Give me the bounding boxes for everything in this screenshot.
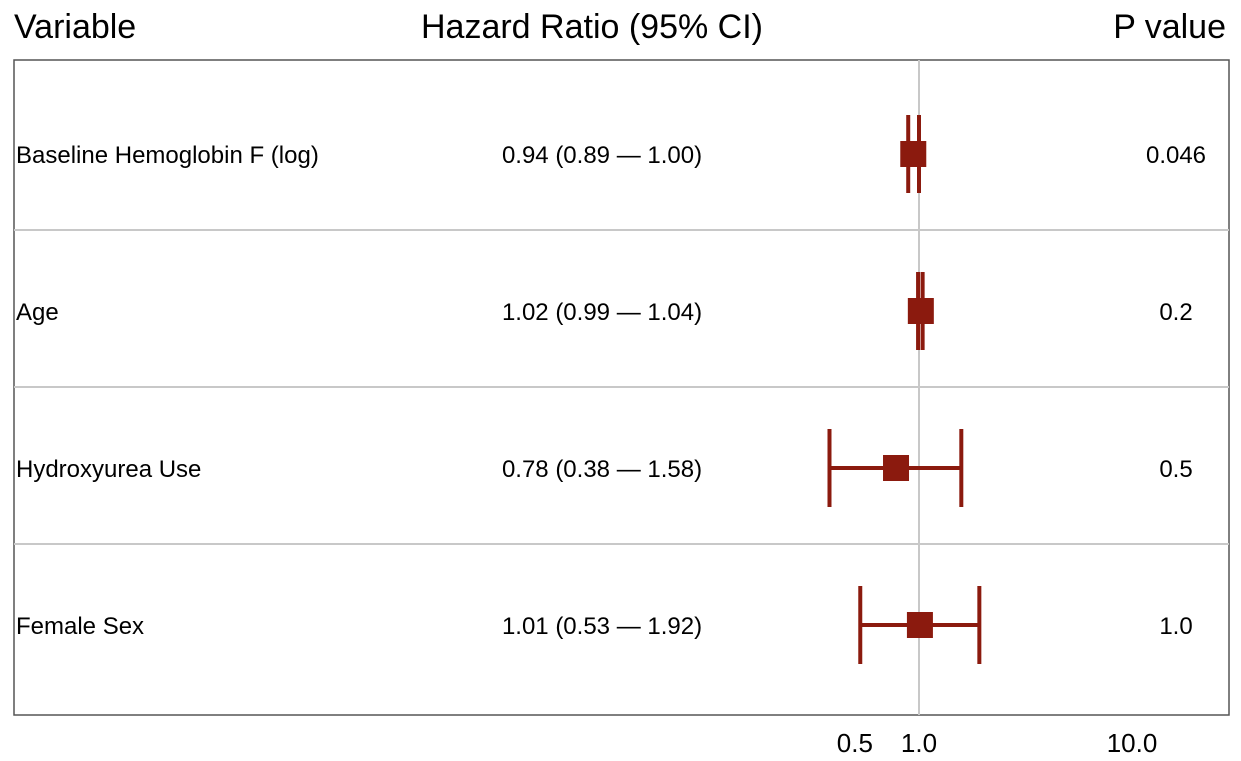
x-tick-label: 10.0	[1107, 728, 1158, 758]
x-axis: 0.5 1.0 10.0	[837, 728, 1158, 758]
hr-point-marker	[900, 141, 927, 167]
row-p-value: 0.5	[1159, 456, 1192, 483]
x-tick-label: 1.0	[901, 728, 937, 758]
header-variable: Variable	[14, 8, 136, 46]
forest-row: Hydroxyurea Use 0.78 (0.38 — 1.58) 0.5	[16, 429, 1193, 507]
forest-row: Female Sex 1.01 (0.53 — 1.92) 1.0	[16, 586, 1193, 664]
row-dividers	[14, 229, 1229, 545]
row-variable-label: Age	[16, 299, 59, 326]
row-variable-label: Hydroxyurea Use	[16, 456, 201, 483]
row-hr-text: 1.02 (0.99 — 1.04)	[502, 299, 702, 326]
rows-layer: Baseline Hemoglobin F (log) 0.94 (0.89 — …	[16, 115, 1206, 664]
row-variable-label: Baseline Hemoglobin F (log)	[16, 142, 319, 169]
row-p-value: 0.2	[1159, 299, 1192, 326]
forest-row: Baseline Hemoglobin F (log) 0.94 (0.89 — …	[16, 115, 1206, 193]
row-p-value: 1.0	[1159, 613, 1192, 640]
row-hr-text: 0.78 (0.38 — 1.58)	[502, 456, 702, 483]
hr-point-marker	[907, 298, 934, 324]
hr-point-marker	[883, 455, 910, 481]
row-hr-text: 0.94 (0.89 — 1.00)	[502, 142, 702, 169]
row-variable-label: Female Sex	[16, 613, 144, 640]
hr-point-marker	[906, 612, 933, 638]
header-p-value: P value	[1113, 8, 1226, 46]
header-hazard-ratio: Hazard Ratio (95% CI)	[421, 8, 763, 46]
row-hr-text: 1.01 (0.53 — 1.92)	[502, 613, 702, 640]
forest-row: Age 1.02 (0.99 — 1.04) 0.2	[16, 272, 1193, 350]
row-p-value: 0.046	[1146, 142, 1206, 169]
x-tick-label: 0.5	[837, 728, 873, 758]
